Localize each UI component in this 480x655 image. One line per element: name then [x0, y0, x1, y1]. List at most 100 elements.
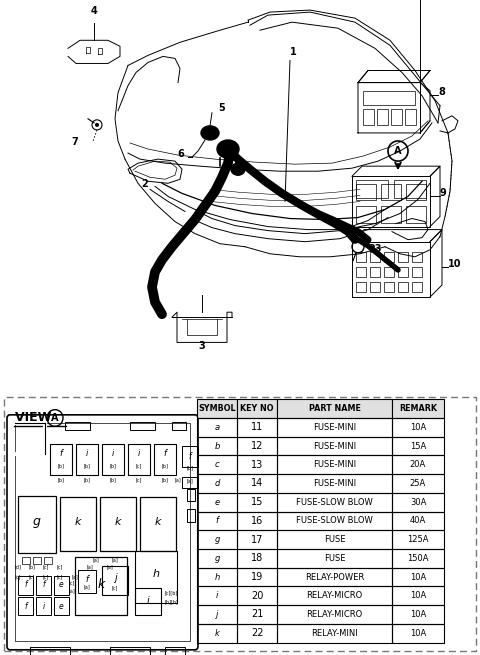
Bar — [277, 455, 392, 474]
Text: k: k — [97, 578, 105, 591]
Bar — [391, 109, 402, 125]
Bar — [50, 444, 72, 475]
Text: [b]: [b] — [84, 463, 90, 468]
Bar — [135, 588, 161, 616]
Bar — [197, 549, 237, 568]
Text: 6: 6 — [177, 149, 184, 159]
Text: 10A: 10A — [410, 610, 426, 619]
Bar — [392, 531, 444, 549]
Bar — [277, 474, 392, 493]
Text: SYMBOL: SYMBOL — [198, 404, 236, 413]
Text: [c]: [c] — [69, 580, 75, 586]
Bar — [370, 267, 380, 277]
Text: k: k — [155, 517, 161, 527]
Bar — [154, 444, 176, 475]
Bar — [60, 497, 96, 551]
Text: 3: 3 — [199, 341, 205, 352]
Bar — [237, 568, 277, 586]
Bar — [18, 576, 33, 595]
Text: 150A: 150A — [407, 554, 429, 563]
Text: f: f — [24, 602, 27, 610]
Text: k: k — [115, 517, 121, 527]
Bar — [277, 493, 392, 512]
Text: k: k — [215, 629, 219, 638]
Bar — [36, 597, 51, 616]
Text: i: i — [86, 449, 88, 458]
Bar — [165, 646, 185, 655]
Text: FUSE-SLOW BLOW: FUSE-SLOW BLOW — [296, 498, 373, 507]
Bar — [277, 400, 392, 418]
Bar — [356, 180, 388, 198]
Text: FUSE-MINI: FUSE-MINI — [313, 460, 356, 469]
Bar — [384, 267, 394, 277]
Bar — [398, 252, 408, 262]
Text: k: k — [75, 517, 81, 527]
Text: A: A — [51, 413, 59, 423]
Bar — [237, 531, 277, 549]
Bar — [277, 418, 392, 437]
Bar — [130, 422, 155, 430]
Text: a: a — [215, 423, 219, 432]
Bar — [381, 184, 401, 200]
Bar — [356, 206, 376, 223]
Bar — [394, 180, 426, 198]
Text: 4: 4 — [91, 6, 97, 16]
Bar — [398, 282, 408, 292]
Bar — [412, 282, 422, 292]
Bar — [75, 557, 127, 616]
Bar — [237, 400, 277, 418]
Text: RELAY-MICRO: RELAY-MICRO — [306, 610, 362, 619]
Bar — [187, 489, 195, 501]
Text: [c]: [c] — [57, 565, 63, 570]
Bar — [197, 531, 237, 549]
Text: [c]: [c] — [112, 586, 118, 591]
Text: 125A: 125A — [407, 535, 429, 544]
Bar — [65, 422, 90, 430]
Text: f: f — [164, 449, 167, 458]
Text: KEY NO: KEY NO — [240, 404, 274, 413]
Text: [d]: [d] — [14, 565, 22, 570]
Text: 20A: 20A — [410, 460, 426, 469]
Circle shape — [95, 123, 99, 127]
Bar — [277, 531, 392, 549]
Bar — [412, 267, 422, 277]
Text: 30A: 30A — [410, 498, 426, 507]
Text: 18: 18 — [251, 553, 263, 563]
Text: [b]: [b] — [58, 463, 64, 468]
Text: [b]: [b] — [29, 565, 36, 570]
Bar — [237, 512, 277, 531]
Text: j: j — [114, 573, 116, 583]
Text: FUSE: FUSE — [324, 535, 345, 544]
Bar — [110, 646, 150, 655]
Bar — [405, 109, 416, 125]
Text: 7: 7 — [72, 137, 78, 147]
Text: [c]: [c] — [136, 463, 142, 468]
Bar — [277, 568, 392, 586]
Text: A: A — [394, 146, 402, 156]
Text: f: f — [60, 449, 62, 458]
Bar — [237, 586, 277, 605]
Text: [b]: [b] — [162, 477, 168, 482]
Bar — [197, 418, 237, 437]
Text: [a]: [a] — [84, 584, 90, 590]
Text: VIEW: VIEW — [15, 411, 56, 424]
Text: 1: 1 — [290, 47, 297, 58]
Bar — [197, 493, 237, 512]
Bar — [54, 576, 69, 595]
Bar — [135, 551, 177, 603]
Bar — [370, 282, 380, 292]
Text: 5: 5 — [218, 103, 225, 113]
Bar — [197, 400, 237, 418]
Text: 2: 2 — [141, 179, 148, 189]
Bar — [363, 109, 374, 125]
Text: h: h — [153, 569, 159, 579]
Bar — [237, 455, 277, 474]
Bar — [392, 400, 444, 418]
Bar — [392, 455, 444, 474]
Text: 21: 21 — [251, 609, 263, 620]
Text: f: f — [24, 580, 27, 589]
Bar — [356, 252, 366, 262]
Bar — [356, 267, 366, 277]
Bar — [197, 437, 237, 455]
Bar — [54, 597, 69, 616]
